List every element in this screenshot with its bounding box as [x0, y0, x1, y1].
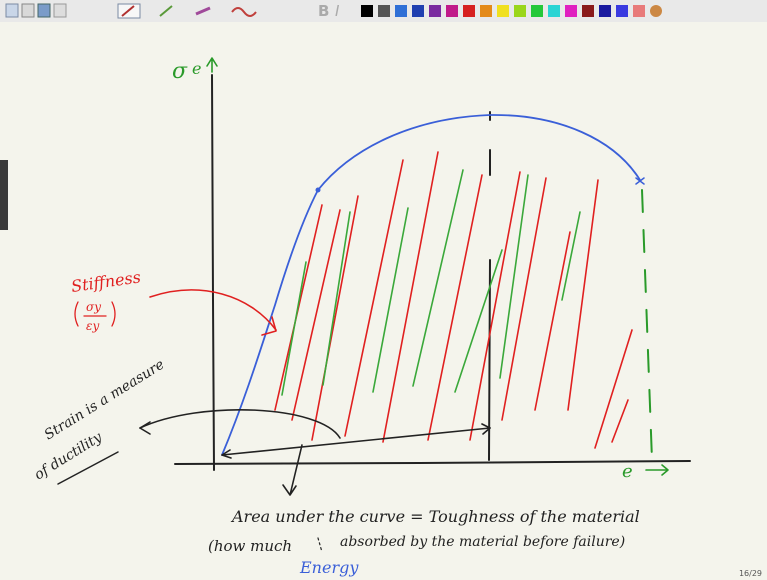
page-counter: 16/29	[739, 569, 762, 578]
y-axis-label: σ	[172, 59, 188, 84]
color-swatch[interactable]	[412, 5, 424, 17]
area-note-line1: Area under the curve = Toughness of the …	[230, 507, 640, 526]
color-swatch[interactable]	[361, 5, 373, 17]
stiffness-numerator: σy	[86, 300, 101, 314]
icon[interactable]	[6, 4, 18, 17]
color-swatch[interactable]	[446, 5, 458, 17]
color-swatch[interactable]	[599, 5, 611, 17]
stiffness-denominator: εy	[86, 319, 99, 333]
icon[interactable]	[22, 4, 34, 17]
area-note-line2-start: (how much	[208, 537, 292, 555]
color-swatch[interactable]	[633, 5, 645, 17]
color-swatch[interactable]	[480, 5, 492, 17]
color-swatch[interactable]	[497, 5, 509, 17]
color-swatch[interactable]	[548, 5, 560, 17]
yield-point	[316, 188, 321, 193]
side-tab[interactable]	[0, 160, 8, 230]
energy-insert: Energy	[299, 558, 359, 577]
color-swatch[interactable]	[429, 5, 441, 17]
color-swatch[interactable]	[378, 5, 390, 17]
page: B I	[0, 0, 767, 580]
color-swatch[interactable]	[514, 5, 526, 17]
toolbar: B I	[0, 0, 767, 22]
color-swatch[interactable]	[582, 5, 594, 17]
italic-button[interactable]: I	[335, 2, 340, 20]
bold-button[interactable]: B	[318, 2, 329, 20]
color-swatch[interactable]	[463, 5, 475, 17]
canvas	[0, 22, 767, 580]
color-swatch[interactable]	[565, 5, 577, 17]
color-swatch[interactable]	[395, 5, 407, 17]
y-axis-label-e: e	[192, 59, 201, 78]
color-swatch[interactable]	[616, 5, 628, 17]
color-swatch[interactable]	[531, 5, 543, 17]
palette-icon[interactable]	[650, 5, 662, 17]
screen: B I	[0, 0, 767, 580]
icon[interactable]	[38, 4, 50, 17]
icon[interactable]	[54, 4, 66, 17]
area-note-line2-end: absorbed by the material before failure)	[340, 534, 625, 550]
x-axis-label: e	[622, 461, 633, 482]
